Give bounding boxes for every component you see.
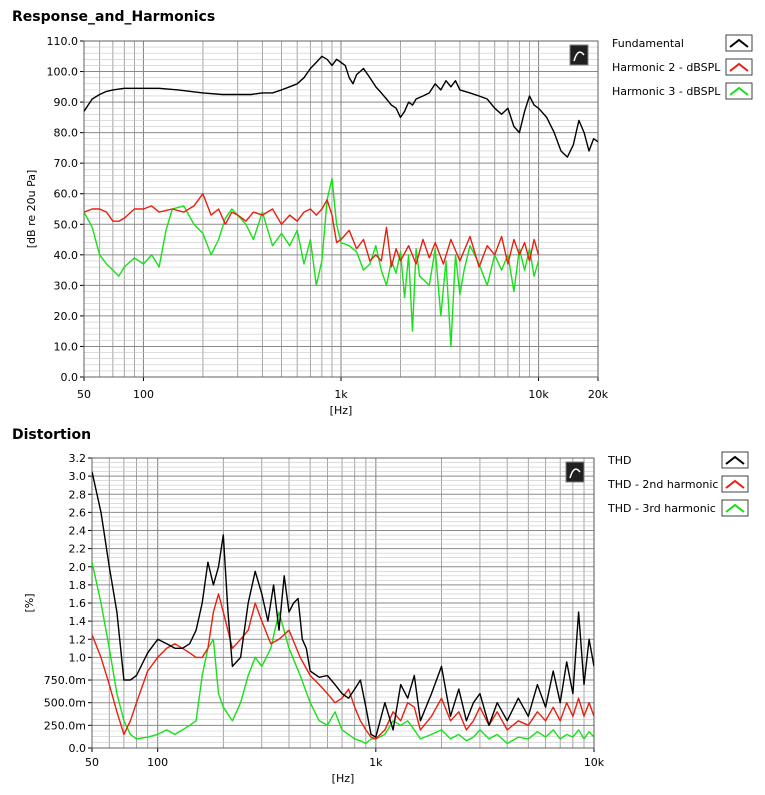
y-tick-label: 2.6 bbox=[69, 506, 87, 519]
legend-label: Harmonic 2 - dBSPL bbox=[612, 61, 721, 74]
series-line-fundamental bbox=[84, 55, 598, 158]
x-axis-label: [Hz] bbox=[332, 772, 355, 785]
legend-label: Harmonic 3 - dBSPL bbox=[612, 85, 721, 98]
y-tick-label: 70.0 bbox=[54, 157, 79, 170]
series-line-thd-3rd-harmonic bbox=[92, 562, 594, 745]
legend-label: THD bbox=[607, 454, 631, 467]
series-line-harmonic-3-dbspl bbox=[84, 177, 540, 348]
legend-swatch-line bbox=[725, 479, 745, 489]
x-axis-label: [Hz] bbox=[330, 404, 353, 417]
y-tick-label: 110.0 bbox=[47, 35, 79, 48]
y-tick-label: 2.4 bbox=[69, 525, 87, 538]
chart-title-distortion: Distortion bbox=[12, 427, 92, 443]
legend-label: THD - 3rd harmonic bbox=[607, 502, 716, 515]
series-line-thd bbox=[92, 471, 594, 738]
x-tick-label: 100 bbox=[133, 388, 154, 401]
y-tick-label: 1.6 bbox=[69, 597, 87, 610]
y-tick-label: 500.0m bbox=[44, 697, 86, 710]
y-tick-label: 20.0 bbox=[54, 310, 79, 323]
legend-swatch-box bbox=[721, 475, 749, 493]
y-axis-label: [%] bbox=[23, 593, 36, 612]
y-tick-label: 2.0 bbox=[69, 561, 87, 574]
y-tick-label: 750.0m bbox=[44, 674, 86, 687]
legend-swatch-line bbox=[729, 86, 749, 96]
x-tick-label: 100 bbox=[147, 756, 168, 769]
y-tick-label: 50.0 bbox=[54, 218, 79, 231]
legend-swatch-line bbox=[729, 62, 749, 72]
x-tick-label: 20k bbox=[588, 388, 609, 401]
y-tick-label: 1.4 bbox=[69, 615, 87, 628]
y-tick-label: 10.0 bbox=[54, 340, 79, 353]
legend-label: Fundamental bbox=[612, 37, 684, 50]
y-tick-label: 2.8 bbox=[69, 488, 87, 501]
legend-swatch-box bbox=[721, 451, 749, 469]
chart-0: 0.0 10.0 20.0 30.0 40.0 50.0 60.0 70.0 80.0 90.0 1… bbox=[25, 34, 753, 417]
x-tick-label: 50 bbox=[85, 756, 99, 769]
y-tick-label: 1.8 bbox=[69, 579, 87, 592]
y-tick-label: 40.0 bbox=[54, 249, 79, 262]
y-tick-label: 0.0 bbox=[69, 742, 87, 755]
legend-swatch-box bbox=[725, 34, 753, 52]
plot-frame bbox=[83, 40, 599, 378]
legend-swatch-box bbox=[725, 82, 753, 100]
x-tick-label: 10k bbox=[528, 388, 549, 401]
x-tick-label: 50 bbox=[77, 388, 91, 401]
y-tick-label: 3.0 bbox=[69, 470, 87, 483]
legend-swatch-line bbox=[725, 503, 745, 513]
legend-swatch-line bbox=[725, 455, 745, 465]
plot-frame bbox=[91, 457, 595, 749]
y-tick-label: 3.2 bbox=[69, 452, 87, 465]
legend-swatch-box bbox=[725, 58, 753, 76]
legend-swatch-line bbox=[729, 38, 749, 48]
y-tick-label: 1.2 bbox=[69, 633, 87, 646]
y-tick-label: 60.0 bbox=[54, 188, 79, 201]
y-tick-label: 250.0m bbox=[44, 719, 86, 732]
plot-palette-icon bbox=[569, 44, 589, 66]
series-line-harmonic-2-dbspl bbox=[84, 192, 540, 268]
y-tick-label: 90.0 bbox=[54, 96, 79, 109]
y-tick-label: 30.0 bbox=[54, 279, 79, 292]
plot-palette-icon bbox=[565, 461, 585, 483]
legend-label: THD - 2nd harmonic bbox=[607, 478, 718, 491]
y-tick-label: 0.0 bbox=[61, 371, 79, 384]
legend-swatch-box bbox=[721, 499, 749, 517]
y-tick-label: 80.0 bbox=[54, 127, 79, 140]
y-tick-label: 100.0 bbox=[47, 66, 79, 79]
y-tick-label: 2.2 bbox=[69, 543, 87, 556]
x-tick-label: 1k bbox=[334, 388, 348, 401]
y-tick-label: 1.0 bbox=[69, 651, 87, 664]
x-tick-label: 1k bbox=[369, 756, 383, 769]
chart-title-response: Response_and_Harmonics bbox=[12, 9, 216, 25]
y-axis-label: [dB re 20u Pa] bbox=[25, 170, 38, 249]
chart-1: 0.0 250.0m 500.0m 750.0m 1.0 1.2 1.4 1.6 1.8 2.0 2… bbox=[23, 451, 749, 785]
x-tick-label: 10k bbox=[584, 756, 605, 769]
